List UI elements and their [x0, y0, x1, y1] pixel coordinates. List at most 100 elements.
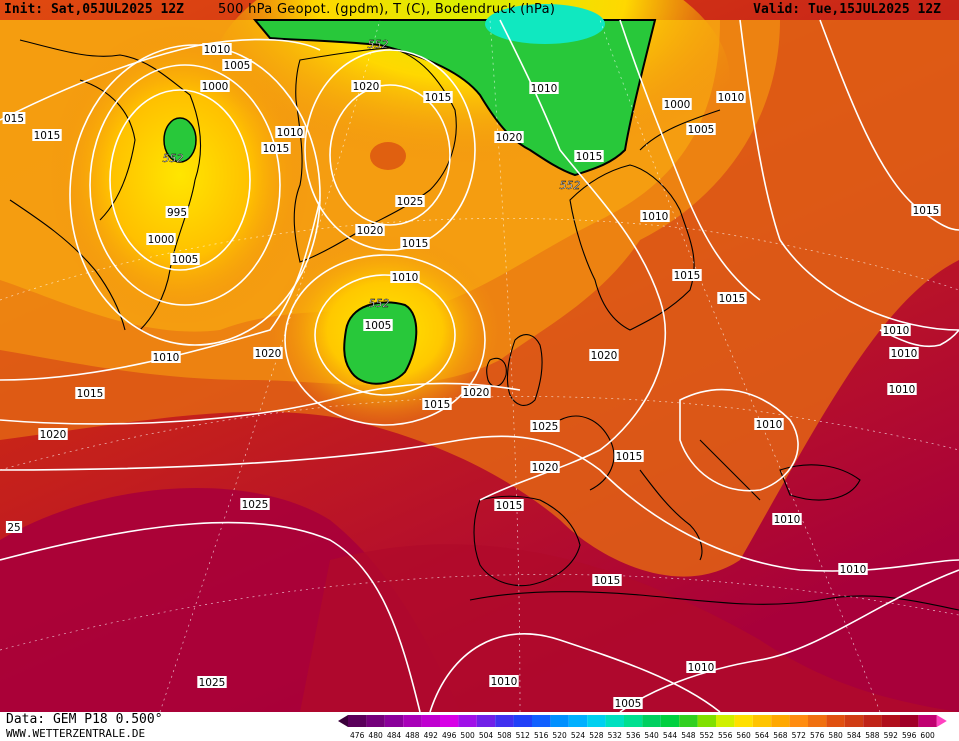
isobar-label: 1015 [911, 204, 941, 217]
scale-swatch [532, 715, 551, 727]
svg-text:1010: 1010 [392, 272, 419, 284]
scale-swatch [808, 715, 827, 727]
isobar-label: 1005 [686, 123, 716, 136]
isobar-label: 1025 [395, 195, 425, 208]
isobar-label: 1015 [32, 129, 62, 142]
isobar-label: 1015 [75, 387, 105, 400]
scale-label: 532 [608, 731, 623, 740]
edge-isobar-label: 015 [2, 112, 26, 125]
scale-label: 500 [460, 731, 475, 740]
scale-label: 576 [810, 731, 825, 740]
scale-label: 572 [792, 731, 807, 740]
scale-label: 560 [736, 731, 751, 740]
isobar-label: 1015 [574, 150, 604, 163]
edge-isobar-label: 25 [5, 521, 23, 534]
scale-label: 564 [755, 731, 770, 740]
svg-text:1025: 1025 [242, 499, 269, 511]
svg-text:1015: 1015 [719, 293, 746, 305]
svg-text:1020: 1020 [463, 387, 490, 399]
scale-swatch [513, 715, 532, 727]
isobar-label: 1010 [838, 563, 868, 576]
isobar-label: 1010 [772, 513, 802, 526]
svg-text:1010: 1010 [204, 44, 231, 56]
scale-swatch [826, 715, 845, 727]
scale-swatch [660, 715, 680, 727]
isobar-label: 1025 [197, 676, 227, 689]
isobar-label: 1005 [363, 319, 393, 332]
scale-label: 476 [350, 731, 365, 740]
scale-label: 512 [516, 731, 531, 740]
svg-text:1005: 1005 [224, 60, 251, 72]
isobar-label: 1020 [589, 349, 619, 362]
svg-text:1015: 1015 [424, 399, 451, 411]
baffin-low-core [163, 117, 197, 163]
svg-text:1010: 1010 [277, 127, 304, 139]
scale-swatch [771, 715, 790, 727]
svg-text:25: 25 [7, 522, 20, 534]
isobar-label: 1000 [200, 80, 230, 93]
isobar-label: 1010 [489, 675, 519, 688]
scale-swatch [605, 715, 624, 727]
isobar-label: 1025 [240, 498, 270, 511]
scale-swatch [900, 715, 919, 727]
scale-label: 588 [865, 731, 880, 740]
svg-text:1010: 1010 [688, 662, 715, 674]
scale-swatch [476, 715, 496, 727]
scale-label: 524 [571, 731, 586, 740]
scale-label: 516 [534, 731, 549, 740]
svg-text:1000: 1000 [148, 234, 175, 246]
scale-right-arrow [936, 715, 947, 727]
isobar-label: 1020 [38, 428, 68, 441]
scale-swatch [587, 715, 606, 727]
scale-label: 596 [902, 731, 917, 740]
svg-text:1015: 1015 [402, 238, 429, 250]
scale-label: 548 [681, 731, 696, 740]
website-link[interactable]: WWW.WETTERZENTRALE.DE [6, 727, 146, 740]
scale-label: 552 [700, 731, 715, 740]
scale-swatch [697, 715, 716, 727]
scale-label: 496 [442, 731, 457, 740]
isobar-label: 1010 [686, 661, 716, 674]
svg-text:1010: 1010 [491, 676, 518, 688]
scale-label: 528 [589, 731, 604, 740]
isobar-label: 1020 [355, 224, 385, 237]
svg-text:1000: 1000 [664, 99, 691, 111]
scale-label: 504 [479, 731, 494, 740]
isobar-label: 1015 [592, 574, 622, 587]
scale-swatch [624, 715, 643, 727]
color-scale-legend: 476 480 484 488 492 496 500 504 508 512 516 520 524 5… [338, 715, 947, 740]
svg-text:1010: 1010 [531, 83, 558, 95]
isobar-label: 1020 [351, 80, 381, 93]
svg-text:1005: 1005 [172, 254, 199, 266]
scale-label: 584 [847, 731, 862, 740]
svg-text:1000: 1000 [202, 81, 229, 93]
isobar-label: 1010 [202, 43, 232, 56]
svg-text:995: 995 [167, 207, 187, 219]
isobar-label: 1015 [422, 398, 452, 411]
scale-labels: 476 480 484 488 492 496 500 504 508 512 516 520 524 5… [350, 731, 935, 740]
scale-swatch [863, 715, 882, 727]
svg-text:1015: 1015 [425, 92, 452, 104]
scale-swatch [716, 715, 735, 727]
isobar-label: 1010 [275, 126, 305, 139]
isobar-label: 1000 [662, 98, 692, 111]
scale-swatch [458, 715, 477, 727]
isobar-label: 1010 [390, 271, 420, 284]
svg-text:1015: 1015 [34, 130, 61, 142]
scale-label: 568 [773, 731, 788, 740]
isobar-label: 1015 [423, 91, 453, 104]
isobar-label: 1020 [253, 347, 283, 360]
svg-text:1015: 1015 [496, 500, 523, 512]
isobar-labels: 1010 1005 1000 1015 1010 1015 995 1000 1005 1010 1… [2, 43, 941, 710]
isobar-label: 1005 [170, 253, 200, 266]
isobar-label: 1010 [151, 351, 181, 364]
scale-swatch [789, 715, 808, 727]
isobar-label: 1010 [754, 418, 784, 431]
svg-text:1010: 1010 [840, 564, 867, 576]
isobar-label: 1015 [672, 269, 702, 282]
isobar-label: 1010 [640, 210, 670, 223]
svg-text:015: 015 [4, 113, 24, 125]
height-label-552: 552 [560, 179, 581, 192]
scale-bars [338, 715, 947, 727]
